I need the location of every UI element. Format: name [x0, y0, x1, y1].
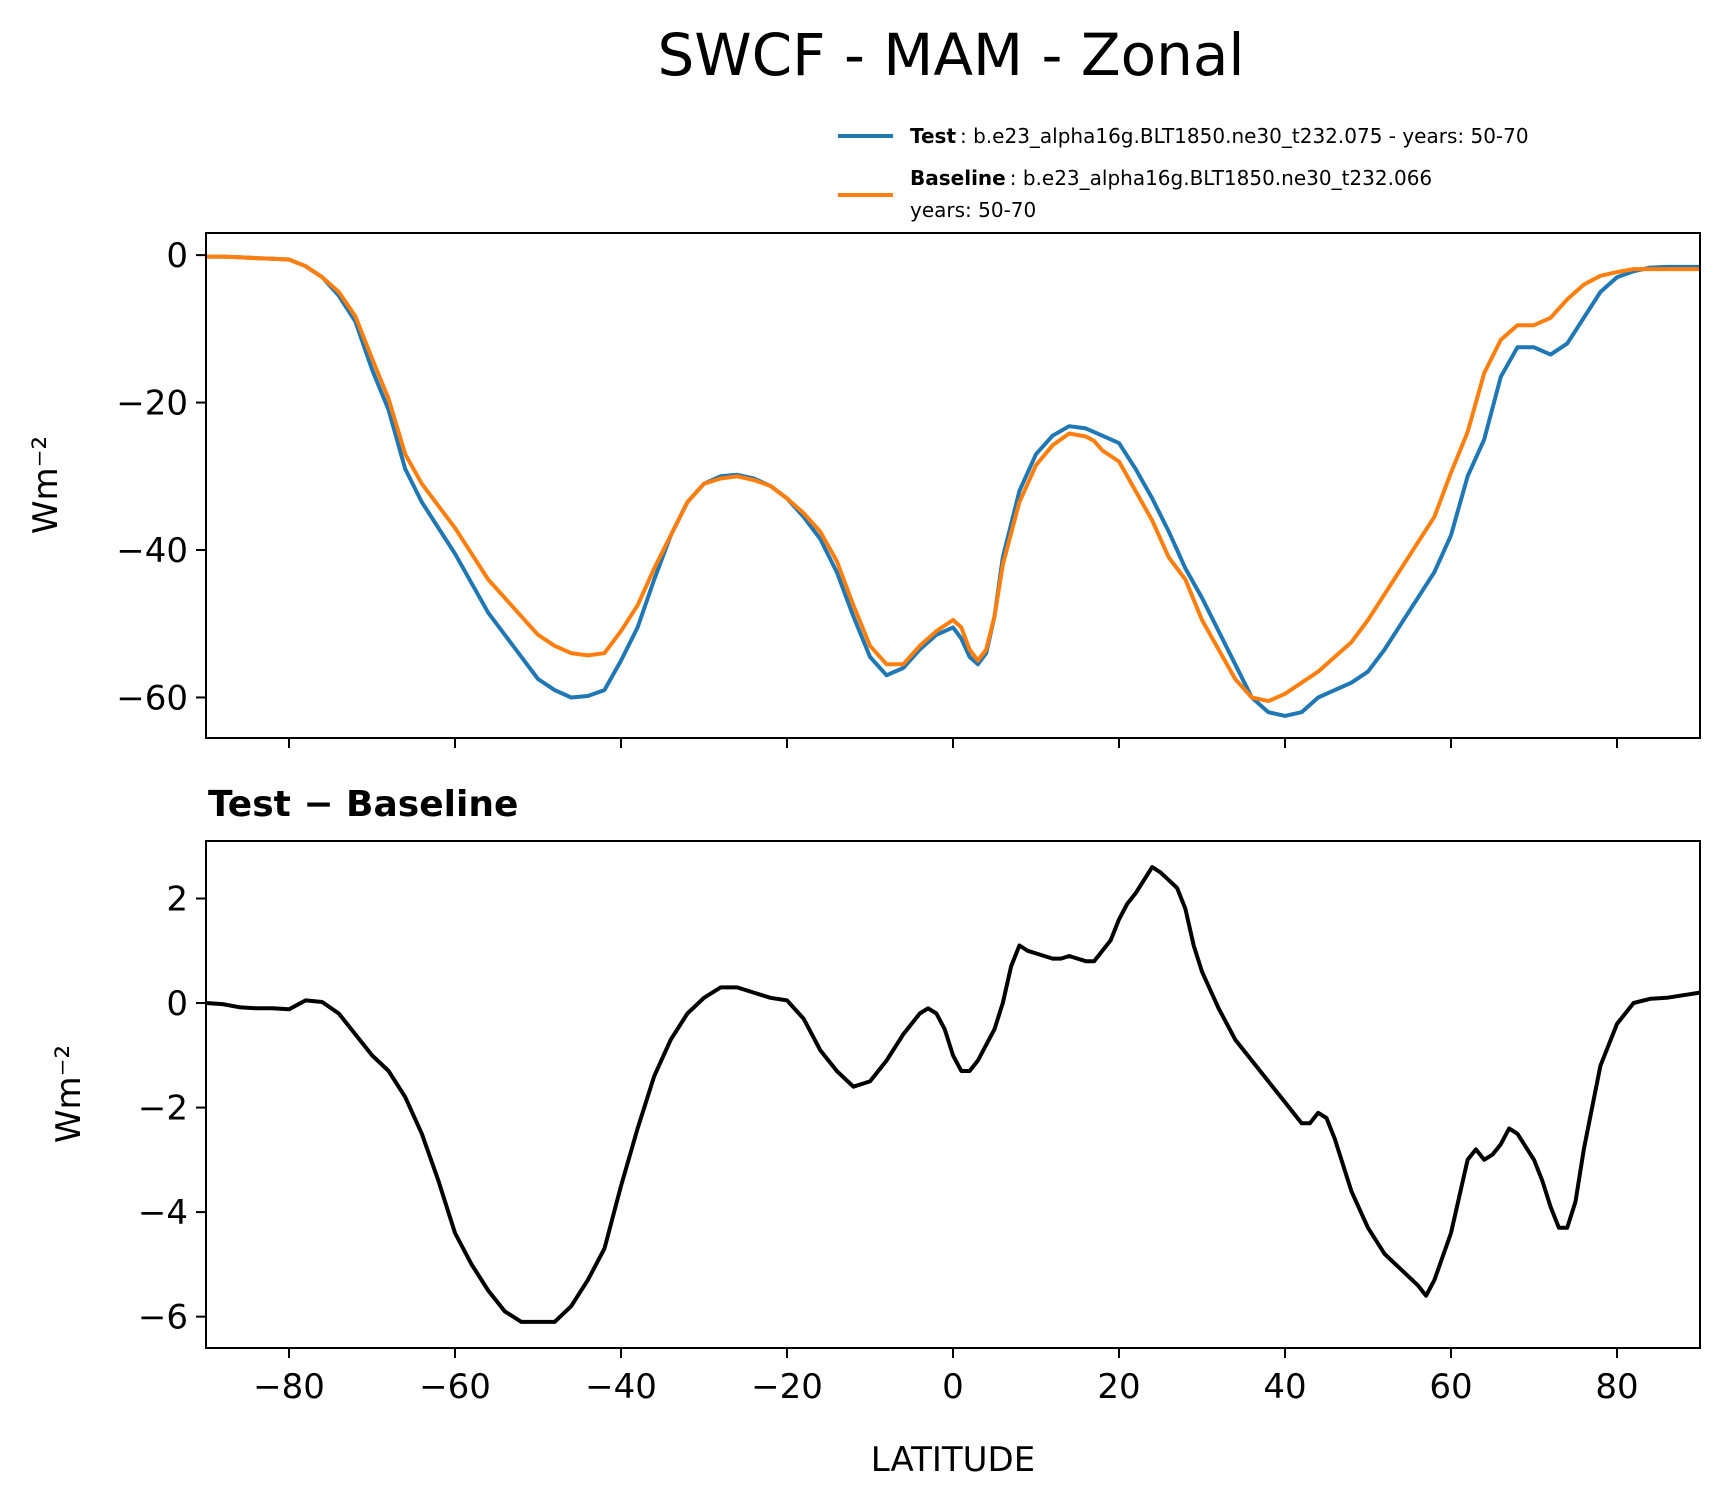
bottom-y-axis: 2 0 −2 −4 −6: [138, 879, 206, 1338]
bottom-y-tick-label: 2: [166, 879, 188, 919]
series-line-test: [206, 254, 1700, 718]
top-plot-area: [206, 254, 1700, 718]
legend-baseline-desc: : b.e23_alpha16g.BLT1850.ne30_t232.066: [1010, 166, 1432, 190]
top-y-axis: 0 −20 −40 −60: [116, 236, 206, 718]
bottom-y-tick-label: 0: [166, 984, 188, 1024]
bottom-y-tick-label: −6: [138, 1298, 188, 1338]
bottom-x-axis: −80 −60 −40 −20 0 20 40 60 80: [253, 1348, 1639, 1407]
top-y-tick-label: −40: [116, 531, 188, 571]
top-y-tick-label: −60: [116, 678, 188, 718]
legend: Test: b.e23_alpha16g.BLT1850.ne30_t232.0…: [838, 124, 1529, 222]
top-panel: 0 −20 −40 −60 Wm⁻²: [26, 232, 1701, 748]
bottom-x-tick-label: −20: [751, 1367, 823, 1407]
top-y-tick-label: 0: [166, 236, 188, 276]
top-x-axis: [288, 738, 1618, 748]
bottom-x-tick-label: −60: [419, 1367, 491, 1407]
bottom-plot-area: [205, 865, 1701, 1324]
bottom-x-tick-label: 0: [942, 1367, 964, 1407]
bottom-x-tick-label: 20: [1097, 1367, 1140, 1407]
bottom-y-tick-label: −2: [138, 1089, 188, 1129]
bottom-x-tick-label: 60: [1429, 1367, 1472, 1407]
series-line-test-baseline: [205, 865, 1701, 1324]
legend-test-label: Test: b.e23_alpha16g.BLT1850.ne30_t232.0…: [910, 124, 1529, 148]
figure-title: SWCF - MAM - Zonal: [657, 21, 1244, 89]
legend-test-desc: : b.e23_alpha16g.BLT1850.ne30_t232.075 -…: [960, 124, 1529, 148]
legend-baseline-label: Baseline: b.e23_alpha16g.BLT1850.ne30_t2…: [910, 166, 1432, 190]
bottom-y-tick-label: −4: [138, 1193, 188, 1233]
bottom-panel: Test − Baseline 20−2−4−6 −80 −60 −40 −20 0 20…: [49, 784, 1701, 1480]
bottom-x-tick-label: 80: [1595, 1367, 1638, 1407]
legend-baseline-name: Baseline: [910, 166, 1006, 190]
series-line-baseline: [206, 254, 1700, 704]
top-y-axis-title: Wm⁻²: [26, 436, 66, 534]
bottom-x-tick-label: −80: [253, 1367, 325, 1407]
top-y-tick-label: −20: [116, 384, 188, 424]
bottom-panel-title: Test − Baseline: [208, 784, 518, 825]
bottom-y-axis-title: Wm⁻²: [49, 1045, 89, 1143]
x-axis-title: LATITUDE: [871, 1440, 1035, 1480]
bottom-x-tick-label: −40: [585, 1367, 657, 1407]
bottom-x-tick-label: 40: [1263, 1367, 1306, 1407]
legend-baseline-desc-2: years: 50-70: [910, 198, 1036, 222]
legend-test-name: Test: [910, 124, 956, 148]
